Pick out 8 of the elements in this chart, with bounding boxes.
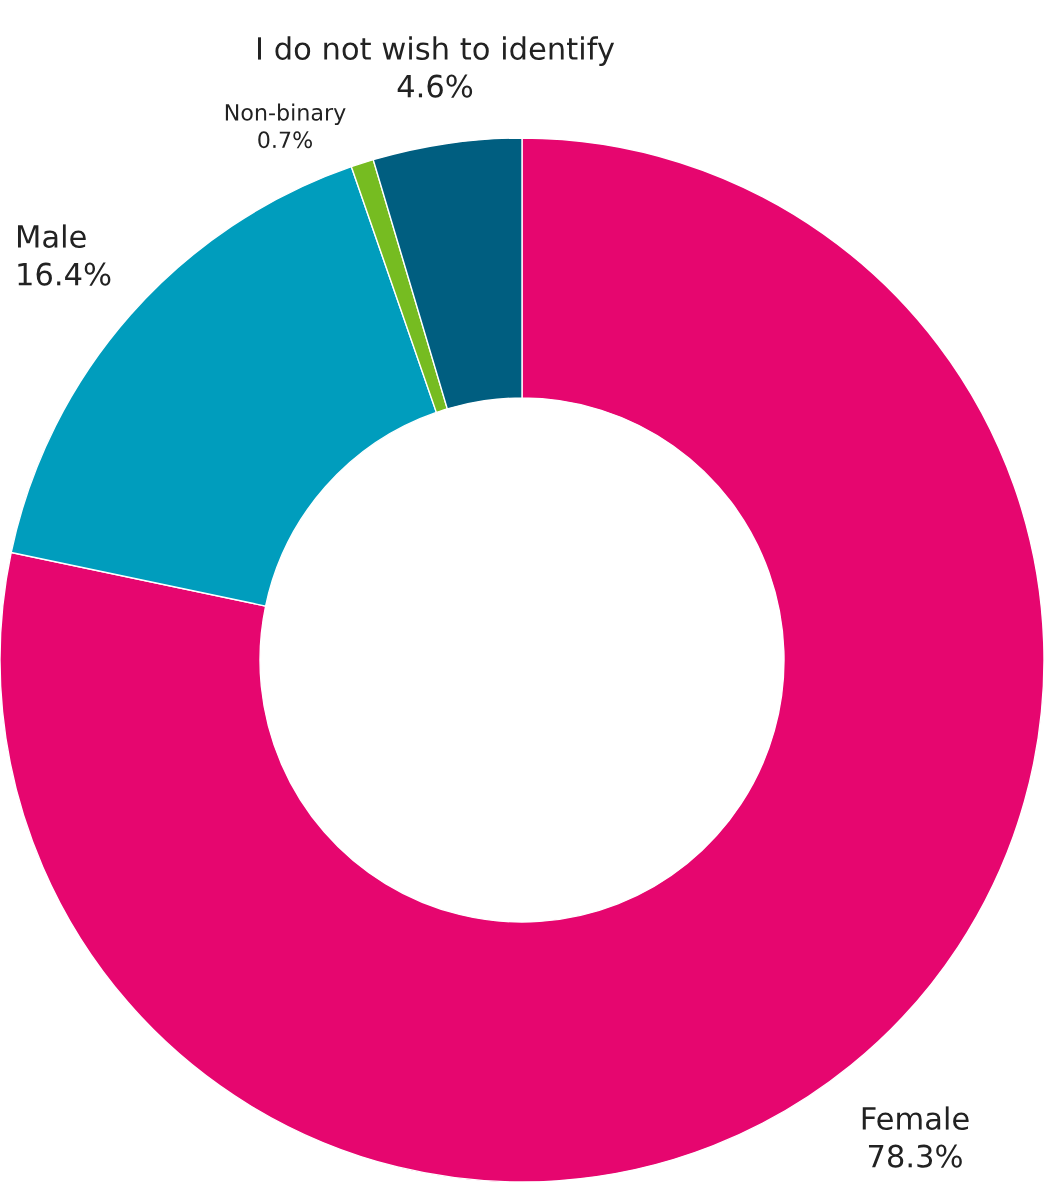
data-label: 4.6%: [397, 74, 473, 98]
data-label: 16.4%: [18, 262, 111, 286]
data-label: 0.7%: [258, 131, 312, 149]
slice-label: Male: [18, 224, 86, 249]
slice-label: I do not wish to identify: [258, 36, 615, 66]
slice-label: Female: [862, 1106, 969, 1131]
slice-label: Non-binary: [225, 103, 346, 126]
data-label: 78.3%: [868, 1144, 962, 1168]
